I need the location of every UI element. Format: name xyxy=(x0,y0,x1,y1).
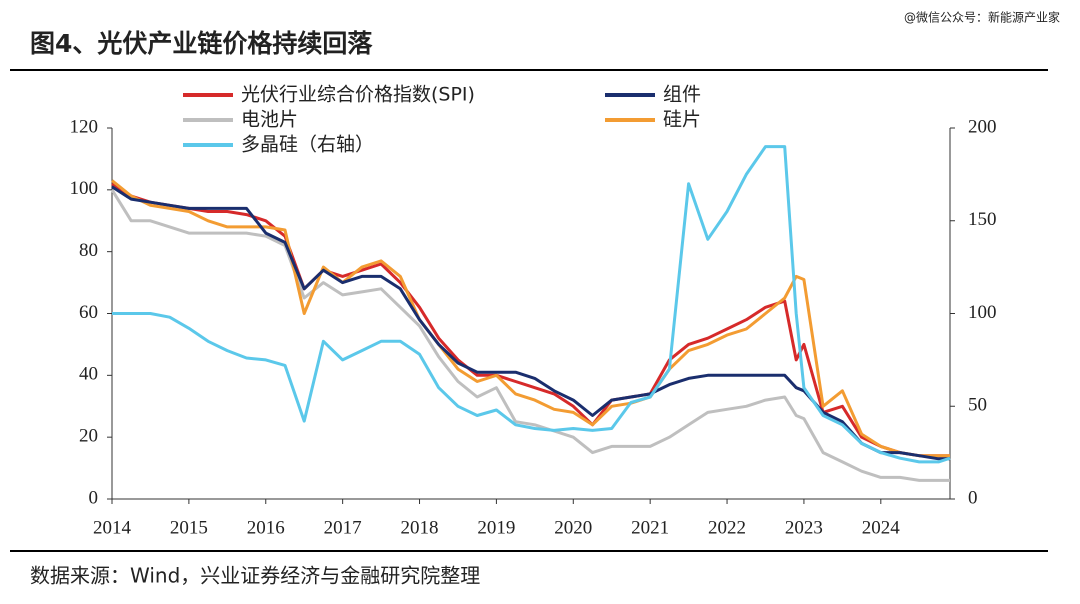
source-note: 数据来源：Wind，兴业证券经济与金融研究院整理 xyxy=(30,564,480,588)
series-line xyxy=(111,179,950,458)
y-tick-label: 40 xyxy=(79,364,98,385)
legend-label: 多晶硅（右轴） xyxy=(241,134,374,156)
y-tick-label: 80 xyxy=(79,240,98,261)
y2-tick-label: 100 xyxy=(968,302,997,323)
legend-label: 组件 xyxy=(663,84,701,106)
y2-tick-label: 50 xyxy=(968,395,987,416)
x-tick-label: 2022 xyxy=(708,517,746,538)
series-line xyxy=(110,189,950,482)
x-tick-label: 2023 xyxy=(785,517,823,538)
y-tick-label: 60 xyxy=(79,302,98,323)
series-line xyxy=(111,182,950,458)
y2-tick-label: 200 xyxy=(968,116,997,137)
x-tick-label: 2016 xyxy=(247,517,285,538)
x-tick-label: 2024 xyxy=(862,517,901,538)
legend-label: 电池片 xyxy=(241,109,298,131)
chart-title: 图4、光伏产业链价格持续回落 xyxy=(30,29,373,58)
x-tick-label: 2020 xyxy=(554,517,592,538)
x-tick-label: 2019 xyxy=(477,517,515,538)
y2-tick-label: 150 xyxy=(968,209,997,230)
x-tick-label: 2021 xyxy=(631,517,669,538)
y-tick-label: 100 xyxy=(70,178,99,199)
y-tick-label: 20 xyxy=(79,426,98,447)
watermark: @微信公众号：新能源产业家 xyxy=(904,10,1060,25)
x-tick-label: 2018 xyxy=(401,517,439,538)
series-line xyxy=(112,145,951,464)
legend-label: 光伏行业综合价格指数(SPI) xyxy=(241,84,475,106)
y-tick-label: 120 xyxy=(70,116,99,137)
x-tick-label: 2015 xyxy=(170,517,208,538)
y2-tick-label: 0 xyxy=(968,487,978,508)
y-tick-label: 0 xyxy=(89,487,99,508)
x-tick-label: 2014 xyxy=(93,517,132,538)
legend-label: 硅片 xyxy=(663,109,701,131)
x-tick-label: 2017 xyxy=(324,517,362,538)
